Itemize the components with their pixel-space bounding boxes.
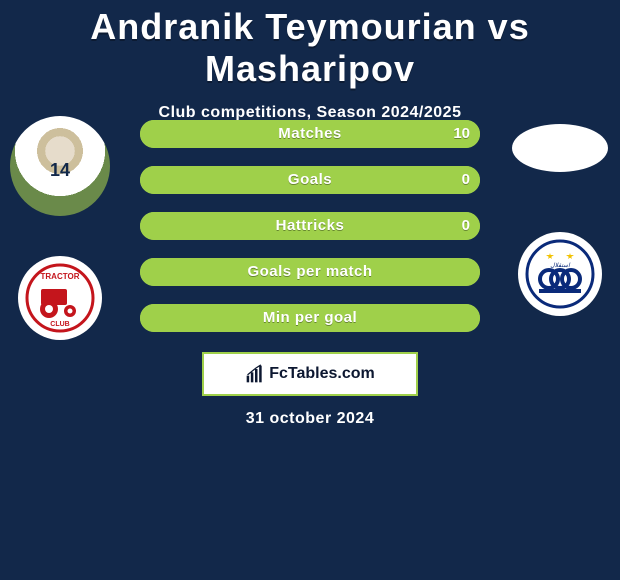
stat-row-hattricks: Hattricks0 [140, 212, 480, 240]
svg-text:اﺳﺘﻘﻼل: اﺳﺘﻘﻼل [550, 262, 571, 269]
stat-row-goals: Goals0 [140, 166, 480, 194]
bar-chart-icon [245, 364, 265, 384]
page-title: Andranik Teymourian vs Masharipov [0, 0, 620, 90]
club-right-badge: اﺳﺘﻘﻼل [518, 232, 602, 316]
player-right-avatar [512, 124, 608, 172]
stat-value-right: 0 [462, 166, 470, 194]
player-left-avatar: 14 [10, 116, 110, 216]
stat-label: Goals per match [140, 258, 480, 286]
brand-text: FcTables.com [269, 365, 375, 383]
player-left-column: 14 TRACTOR CLUB [0, 110, 120, 340]
brand-box[interactable]: FcTables.com [202, 352, 418, 396]
stat-value-right: 0 [462, 212, 470, 240]
stats-list: Matches10Goals0Hattricks0Goals per match… [140, 120, 480, 332]
stat-row-matches: Matches10 [140, 120, 480, 148]
tractor-club-icon: TRACTOR CLUB [25, 263, 95, 333]
stat-row-goals_per_match: Goals per match [140, 258, 480, 286]
svg-text:CLUB: CLUB [50, 321, 69, 328]
jersey-number: 14 [50, 160, 70, 181]
player-right-column: اﺳﺘﻘﻼل [500, 110, 620, 316]
stat-row-min_per_goal: Min per goal [140, 304, 480, 332]
stat-label: Min per goal [140, 304, 480, 332]
stat-label: Goals [140, 166, 480, 194]
stat-label: Matches [140, 120, 480, 148]
stat-label: Hattricks [140, 212, 480, 240]
svg-text:TRACTOR: TRACTOR [41, 272, 80, 281]
stat-value-right: 10 [453, 120, 470, 148]
club-left-badge: TRACTOR CLUB [18, 256, 102, 340]
esteghlal-club-icon: اﺳﺘﻘﻼل [525, 239, 595, 309]
date-text: 31 october 2024 [0, 410, 620, 428]
